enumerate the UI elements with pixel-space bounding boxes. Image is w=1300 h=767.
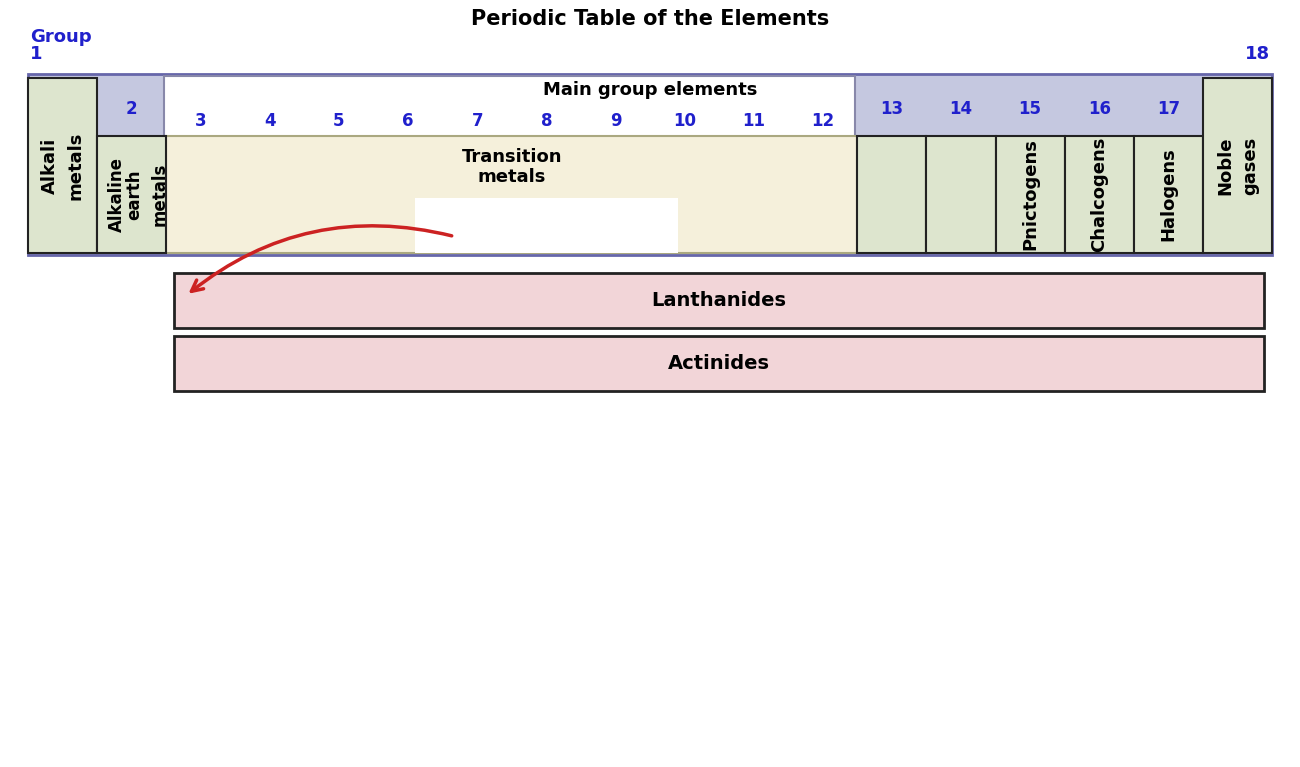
Text: 17: 17	[1157, 100, 1180, 118]
Text: 14: 14	[949, 100, 972, 118]
Bar	[857, 136, 927, 253]
Text: Halogens: Halogens	[1160, 147, 1178, 242]
Text: Pnictogens: Pnictogens	[1020, 139, 1039, 251]
Text: 8: 8	[541, 112, 552, 130]
Text: 6: 6	[403, 112, 413, 130]
Bar	[927, 136, 996, 253]
Text: Noble
gases: Noble gases	[1216, 137, 1258, 195]
Text: 7: 7	[472, 112, 484, 130]
Bar	[1065, 136, 1134, 253]
Text: Alkaline: Alkaline	[108, 157, 126, 232]
Text: Main group elements: Main group elements	[543, 81, 757, 99]
Bar	[174, 273, 1264, 328]
Bar	[1202, 78, 1271, 253]
Text: 3: 3	[195, 112, 207, 130]
Text: Chalcogens: Chalcogens	[1091, 137, 1108, 252]
Text: 11: 11	[742, 112, 766, 130]
Text: 15: 15	[1019, 100, 1041, 118]
Text: 10: 10	[673, 112, 696, 130]
Bar	[166, 136, 857, 253]
Text: 4: 4	[264, 112, 276, 130]
Text: 18: 18	[1245, 45, 1270, 63]
Text: Alkali
metals: Alkali metals	[42, 131, 84, 199]
Bar	[29, 74, 1271, 255]
Text: 9: 9	[610, 112, 621, 130]
Text: Transition
metals: Transition metals	[462, 147, 562, 186]
Text: earth
metals: earth metals	[125, 163, 169, 226]
Text: Actinides: Actinides	[668, 354, 770, 373]
Text: 16: 16	[1088, 100, 1110, 118]
Bar	[164, 76, 855, 253]
Bar	[996, 136, 1065, 253]
Bar	[1134, 136, 1202, 253]
Text: 2: 2	[126, 100, 138, 118]
Text: 1: 1	[30, 45, 43, 63]
Text: Group: Group	[30, 28, 91, 46]
Bar	[415, 198, 677, 253]
Bar	[174, 336, 1264, 391]
Bar	[29, 78, 97, 253]
Text: 13: 13	[880, 100, 903, 118]
Bar	[98, 136, 166, 253]
Text: Lanthanides: Lanthanides	[651, 291, 786, 310]
Text: Periodic Table of the Elements: Periodic Table of the Elements	[471, 9, 829, 29]
Text: 12: 12	[811, 112, 835, 130]
Text: 5: 5	[333, 112, 344, 130]
